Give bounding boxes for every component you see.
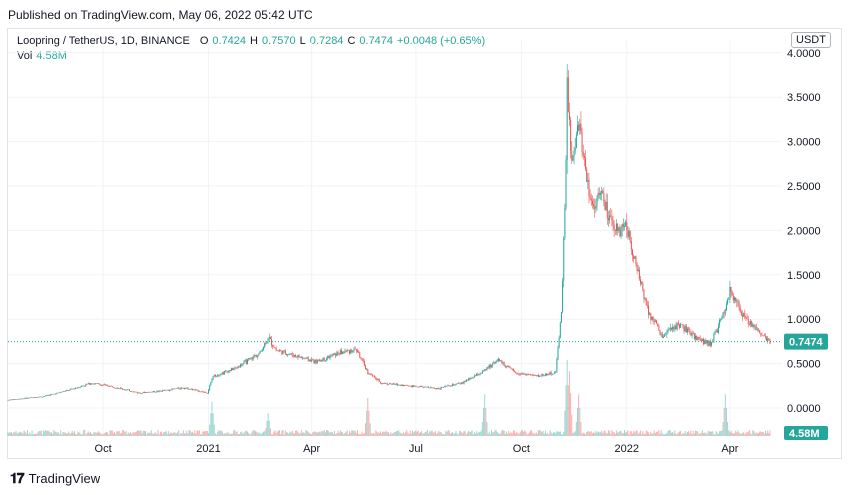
volume-label: Vol xyxy=(17,50,33,62)
volume-value: 4.58M xyxy=(36,50,67,62)
footer-brand[interactable]: 𝟏𝟕 TradingView xyxy=(10,470,100,487)
footer-brand-label: TradingView xyxy=(28,471,101,486)
change-value: +0.0048 (+0.65%) xyxy=(397,35,486,47)
published-info: Published on TradingView.com, May 06, 20… xyxy=(8,8,313,22)
chart-legend: Loopring / TetherUS, 1D, BINANCE O 0.7424… xyxy=(17,34,485,64)
symbol-label[interactable]: Loopring / TetherUS, 1D, BINANCE xyxy=(17,35,190,47)
volume-row: Vol 4.58M xyxy=(17,49,485,64)
open-label: O xyxy=(199,35,209,47)
chart-frame xyxy=(7,28,842,459)
low-label: L xyxy=(299,35,306,47)
ohlc-row: Loopring / TetherUS, 1D, BINANCE O 0.7424… xyxy=(17,34,485,49)
close-label: C xyxy=(347,35,356,47)
high-label: H xyxy=(250,35,258,47)
high-value: 0.7570 xyxy=(262,35,296,47)
low-value: 0.7284 xyxy=(309,35,344,47)
open-value: 0.7424 xyxy=(212,35,247,47)
currency-button[interactable]: USDT xyxy=(791,32,831,48)
tradingview-logo-icon: 𝟏𝟕 xyxy=(10,470,25,486)
close-value: 0.7474 xyxy=(359,35,394,47)
